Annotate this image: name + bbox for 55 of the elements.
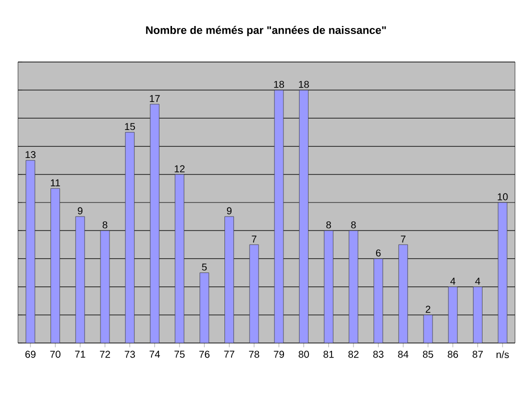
bar bbox=[75, 216, 85, 343]
data-label: 4 bbox=[475, 278, 480, 285]
data-label: 8 bbox=[351, 221, 356, 228]
bar bbox=[448, 286, 458, 343]
data-label: 18 bbox=[299, 80, 309, 88]
bar bbox=[150, 104, 160, 343]
x-tick-label: 86 bbox=[448, 350, 458, 358]
bar bbox=[324, 230, 334, 343]
x-tick-label: 78 bbox=[249, 350, 260, 358]
bar bbox=[50, 188, 60, 343]
data-label: 11 bbox=[50, 179, 60, 186]
data-label: 17 bbox=[150, 95, 160, 102]
bar bbox=[125, 132, 135, 343]
data-label: 12 bbox=[174, 165, 185, 172]
x-tick-label: 84 bbox=[398, 350, 408, 358]
bar bbox=[473, 286, 482, 343]
x-tick-label: 76 bbox=[199, 350, 210, 358]
data-label: 13 bbox=[26, 151, 36, 158]
chart-title: Nombre de mémés par "années de naissance" bbox=[146, 26, 386, 36]
x-tick-label: 77 bbox=[224, 350, 234, 358]
bar bbox=[299, 90, 308, 343]
data-label: 10 bbox=[498, 193, 508, 200]
data-label: 2 bbox=[426, 306, 430, 313]
data-label: 7 bbox=[400, 236, 406, 242]
x-tick-label: 70 bbox=[50, 350, 60, 358]
x-tick-label: n/s bbox=[496, 350, 509, 358]
x-tick-label: 74 bbox=[150, 350, 160, 358]
x-tick-label: 72 bbox=[100, 350, 110, 358]
bar bbox=[374, 258, 384, 343]
x-tick-label: 82 bbox=[348, 350, 359, 358]
bar bbox=[200, 272, 210, 343]
data-label: 9 bbox=[78, 207, 82, 214]
bar bbox=[224, 216, 234, 343]
x-tick-label: 83 bbox=[373, 350, 384, 358]
data-label: 8 bbox=[102, 221, 108, 228]
bar bbox=[398, 244, 408, 343]
data-label: 18 bbox=[274, 80, 284, 88]
data-label: 6 bbox=[376, 249, 381, 257]
bar bbox=[498, 202, 508, 343]
x-tick-label: 87 bbox=[472, 350, 483, 358]
data-label: 5 bbox=[202, 264, 207, 271]
bar bbox=[249, 244, 259, 343]
x-tick-label: 73 bbox=[124, 350, 135, 358]
data-label: 9 bbox=[226, 207, 232, 214]
x-tick-label: 71 bbox=[75, 350, 86, 358]
x-tick-label: 80 bbox=[298, 350, 309, 358]
x-tick-label: 85 bbox=[422, 350, 434, 358]
data-label: 15 bbox=[125, 123, 135, 130]
x-tick-label: 69 bbox=[25, 350, 36, 358]
data-label: 8 bbox=[326, 221, 331, 228]
x-tick-label: 79 bbox=[274, 350, 284, 358]
data-label: 4 bbox=[450, 278, 456, 285]
x-tick-label: 81 bbox=[324, 350, 334, 358]
x-tick-label: 75 bbox=[174, 350, 185, 358]
data-label: 7 bbox=[252, 236, 256, 242]
